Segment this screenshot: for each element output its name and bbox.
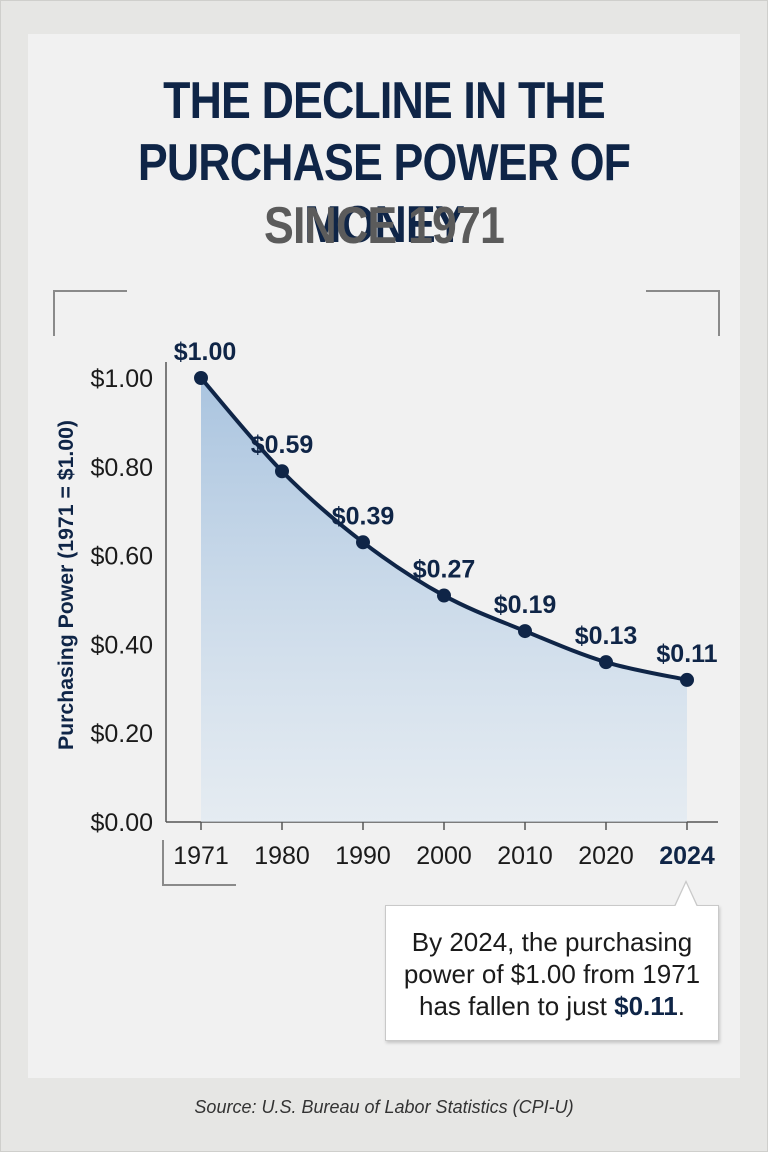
x-tick-label: 1980 bbox=[254, 842, 310, 870]
callout-line-3: has fallen to just bbox=[419, 991, 615, 1021]
corner-bracket-top-right bbox=[646, 290, 720, 336]
callout-period: . bbox=[677, 991, 685, 1021]
title-line-3: SINCE 1971 bbox=[264, 197, 505, 255]
data-label: $1.00 bbox=[174, 338, 237, 366]
corner-bracket-top-left bbox=[53, 290, 127, 336]
data-label: $0.39 bbox=[332, 502, 395, 530]
data-point bbox=[356, 535, 370, 550]
x-tick-label: 2024 bbox=[659, 842, 715, 870]
corner-bracket-bottom-left bbox=[162, 840, 236, 886]
y-tick-label: $0.00 bbox=[90, 809, 153, 837]
data-point bbox=[599, 655, 613, 670]
y-tick-label: $0.40 bbox=[90, 631, 153, 659]
callout-highlight-value: $0.11 bbox=[614, 991, 678, 1021]
callout-box: By 2024, the purchasing power of $1.00 f… bbox=[385, 905, 719, 1041]
data-point bbox=[437, 588, 451, 603]
title-line-2: PURCHASE POWER OF MONEY bbox=[137, 134, 631, 254]
callout-pointer-inner bbox=[675, 883, 697, 907]
data-label: $0.11 bbox=[656, 640, 717, 668]
data-point bbox=[518, 624, 532, 639]
data-point bbox=[680, 672, 694, 687]
callout-line-2: power of $1.00 from 1971 bbox=[403, 959, 701, 989]
x-tick-label: 2010 bbox=[497, 842, 553, 870]
y-tick-label: $0.60 bbox=[90, 543, 153, 571]
data-label: $0.19 bbox=[494, 591, 557, 619]
y-tick-label: $0.80 bbox=[90, 454, 153, 482]
x-tick-label: 1990 bbox=[335, 842, 391, 870]
x-tick-label: 2000 bbox=[416, 842, 472, 870]
x-tick-label: 2020 bbox=[578, 842, 634, 870]
data-label: $0.13 bbox=[575, 622, 638, 650]
data-label: $0.59 bbox=[251, 431, 314, 459]
callout-text: By 2024, the purchasing power of $1.00 f… bbox=[386, 926, 718, 1022]
y-tick-label: $0.20 bbox=[90, 720, 153, 748]
x-tick-label: 1971 bbox=[173, 842, 229, 870]
y-tick-label: $1.00 bbox=[90, 365, 153, 393]
title-line-1: THE DECLINE IN THE bbox=[163, 72, 606, 130]
data-point bbox=[194, 371, 208, 385]
y-axis-label: Purchasing Power (1971 = $1.00) bbox=[55, 420, 78, 750]
data-point bbox=[275, 464, 289, 479]
callout-line-1: By 2024, the purchasing bbox=[411, 927, 693, 957]
source-note: Source: U.S. Bureau of Labor Statistics … bbox=[194, 1097, 574, 1117]
data-label: $0.27 bbox=[413, 556, 476, 584]
